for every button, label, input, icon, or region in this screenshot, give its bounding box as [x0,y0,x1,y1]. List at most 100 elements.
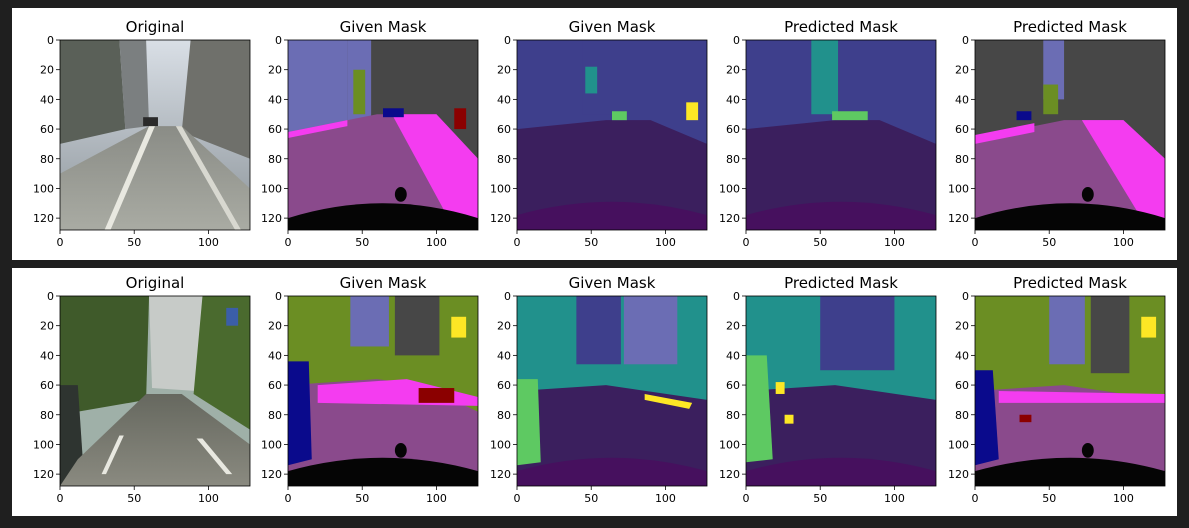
x-tick-label: 0 [57,236,64,249]
y-tick-label: 0 [733,34,740,47]
y-tick-label: 20 [955,320,969,333]
y-tick-label: 80 [40,153,54,166]
y-tick-label: 80 [497,409,511,422]
y-tick-label: 60 [955,379,969,392]
y-tick-label: 60 [268,379,282,392]
panel-image [517,296,707,486]
y-tick-label: 40 [268,93,282,106]
y-tick-label: 20 [955,64,969,77]
y-tick-label: 60 [497,123,511,136]
y-tick-label: 0 [47,290,54,303]
left-border [0,0,12,528]
y-tick-label: 0 [275,34,282,47]
panel-frame [974,295,1166,487]
panel-title: Original [126,18,185,36]
y-tick-label: 0 [962,290,969,303]
panel-title: Predicted Mask [1013,274,1127,292]
panel-frame [516,295,708,487]
y-tick-label: 20 [726,320,740,333]
x-tick-label: 50 [355,236,369,249]
panel-frame [287,295,479,487]
y-tick-label: 60 [40,379,54,392]
x-tick-label: 0 [972,492,979,505]
panel-frame [287,39,479,231]
y-tick-label: 80 [955,409,969,422]
y-tick-label: 120 [490,468,511,481]
y-tick-label: 100 [33,182,54,195]
y-tick-label: 20 [726,64,740,77]
y-tick-label: 20 [40,64,54,77]
x-tick-label: 100 [1113,492,1134,505]
panel-image [517,40,707,230]
x-tick-label: 100 [884,492,905,505]
y-tick-label: 80 [726,409,740,422]
x-tick-label: 0 [743,492,750,505]
panel-frame [974,39,1166,231]
x-tick-label: 0 [514,236,521,249]
y-tick-label: 120 [261,468,282,481]
y-tick-label: 0 [504,290,511,303]
y-tick-label: 100 [719,182,740,195]
panel-image [975,40,1165,230]
top-border [0,0,1189,8]
y-tick-label: 100 [261,438,282,451]
y-tick-label: 120 [261,212,282,225]
panel-image [288,296,478,486]
y-tick-label: 20 [497,64,511,77]
y-tick-label: 20 [268,64,282,77]
y-tick-label: 60 [726,379,740,392]
panel-frame [745,295,937,487]
x-tick-label: 50 [813,236,827,249]
y-tick-label: 100 [490,438,511,451]
x-tick-label: 100 [1113,236,1134,249]
x-tick-label: 100 [198,236,219,249]
panel-image [746,40,936,230]
right-border [1177,0,1189,528]
x-tick-label: 50 [584,236,598,249]
y-tick-label: 80 [497,153,511,166]
panel-title: Predicted Mask [784,274,898,292]
y-tick-label: 80 [268,409,282,422]
panel-frame [516,39,708,231]
y-tick-label: 40 [955,349,969,362]
x-tick-label: 50 [813,492,827,505]
panel-title: Original [126,274,185,292]
panel-image [60,296,250,486]
panel-frame [745,39,937,231]
panel-title: Predicted Mask [784,18,898,36]
x-tick-label: 50 [127,492,141,505]
x-tick-label: 100 [655,492,676,505]
y-tick-label: 120 [490,212,511,225]
y-tick-label: 40 [497,349,511,362]
panel-title: Given Mask [569,18,656,36]
x-tick-label: 0 [743,236,750,249]
x-tick-label: 100 [884,236,905,249]
x-tick-label: 0 [57,492,64,505]
y-tick-label: 120 [33,212,54,225]
middle-border [0,260,1189,268]
y-tick-label: 0 [504,34,511,47]
bottom-border [0,516,1189,528]
y-tick-label: 120 [948,468,969,481]
x-tick-label: 50 [127,236,141,249]
y-tick-label: 20 [268,320,282,333]
panel-title: Given Mask [340,18,427,36]
y-tick-label: 120 [719,212,740,225]
y-tick-label: 80 [726,153,740,166]
panel-image [746,296,936,486]
y-tick-label: 40 [726,349,740,362]
y-tick-label: 40 [40,93,54,106]
y-tick-label: 40 [955,93,969,106]
x-tick-label: 100 [655,236,676,249]
y-tick-label: 100 [490,182,511,195]
x-tick-label: 50 [584,492,598,505]
panel-title: Given Mask [569,274,656,292]
